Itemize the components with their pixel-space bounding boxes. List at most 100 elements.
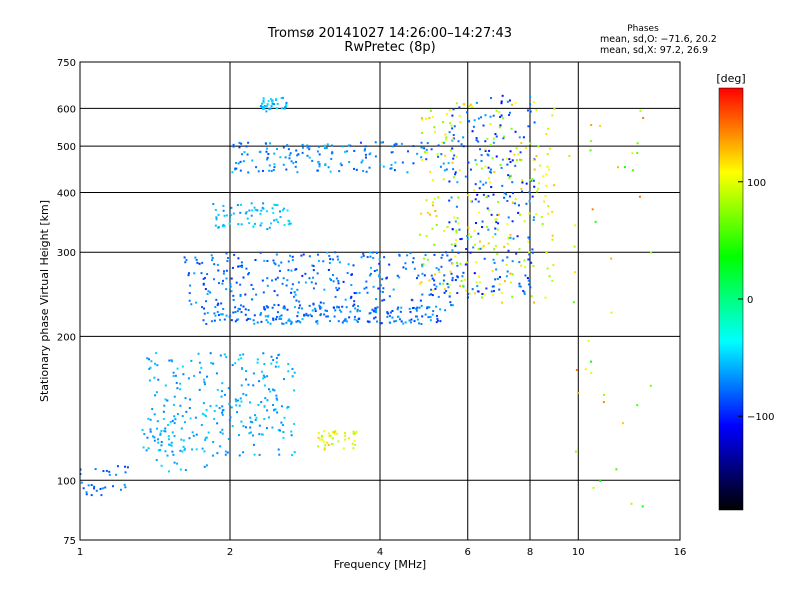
echo-point: [212, 362, 215, 365]
echo-point: [338, 287, 341, 290]
echo-point: [406, 254, 409, 257]
echo-point: [272, 168, 275, 171]
echo-point: [530, 295, 533, 298]
echo-point: [180, 438, 183, 441]
echo-point: [148, 379, 151, 382]
echo-point: [260, 222, 263, 225]
echo-point: [182, 439, 185, 442]
echo-point: [477, 140, 480, 143]
echo-point: [142, 446, 145, 449]
echo-point: [535, 213, 538, 216]
echo-point: [85, 493, 88, 496]
echo-point: [519, 213, 522, 216]
echo-point: [335, 286, 338, 289]
echo-point: [252, 434, 255, 437]
echo-point: [157, 449, 160, 452]
echo-point: [520, 158, 523, 161]
echo-point: [471, 105, 474, 108]
echo-point: [509, 234, 512, 237]
echo-point: [253, 314, 256, 317]
echo-point: [320, 434, 323, 437]
echo-point: [503, 135, 506, 138]
echo-point: [420, 118, 423, 121]
echo-point: [353, 303, 356, 306]
echo-point: [424, 151, 427, 154]
echo-point: [286, 308, 289, 311]
echo-point: [489, 171, 492, 174]
echo-point: [418, 322, 421, 325]
echo-point: [426, 307, 429, 310]
echo-point: [465, 289, 468, 292]
echo-point: [442, 121, 445, 124]
echo-point: [450, 243, 453, 246]
echo-point: [494, 233, 497, 236]
echo-point: [617, 166, 620, 169]
echo-point: [492, 293, 495, 296]
echo-point: [523, 291, 526, 294]
echo-point: [294, 293, 297, 296]
echo-point: [166, 399, 169, 402]
echo-point: [240, 400, 243, 403]
echo-point: [170, 359, 173, 362]
echo-point: [251, 209, 254, 212]
echo-point: [302, 253, 305, 256]
echo-point: [505, 193, 508, 196]
echo-point: [217, 314, 220, 317]
echo-point: [184, 447, 187, 450]
echo-point: [408, 319, 411, 322]
echo-point: [425, 199, 428, 202]
echo-point: [205, 464, 208, 467]
echo-point: [149, 430, 152, 433]
echo-point: [234, 311, 237, 314]
echo-point: [528, 200, 531, 203]
echo-point: [573, 245, 576, 248]
echo-point: [149, 418, 152, 421]
echo-point: [336, 432, 339, 435]
echo-point: [401, 161, 404, 164]
echo-point: [509, 236, 512, 239]
echo-point: [191, 448, 194, 451]
echo-point: [216, 310, 219, 313]
echo-point: [237, 257, 240, 260]
echo-point: [378, 258, 381, 261]
echo-point: [463, 278, 466, 281]
echo-point: [530, 179, 533, 182]
echo-point: [525, 182, 528, 185]
echo-point: [187, 274, 190, 277]
echo-point: [285, 284, 288, 287]
echo-point: [296, 311, 299, 314]
echo-point: [325, 315, 328, 318]
echo-point: [244, 308, 247, 311]
echo-point: [415, 315, 418, 318]
echo-point: [492, 137, 495, 140]
echo-point: [283, 307, 286, 310]
echo-point: [268, 164, 271, 167]
echo-point: [287, 260, 290, 263]
echo-point: [590, 372, 593, 375]
echo-point: [251, 298, 254, 301]
echo-point: [143, 432, 146, 435]
echo-point: [493, 248, 496, 251]
echo-point: [441, 141, 444, 144]
echo-point: [272, 259, 275, 262]
echo-point: [188, 299, 191, 302]
echo-point: [317, 259, 320, 262]
echo-point: [398, 276, 401, 279]
echo-point: [242, 276, 245, 279]
echo-point: [477, 117, 480, 120]
echo-point: [196, 261, 199, 264]
echo-point: [268, 108, 271, 111]
echo-point: [249, 426, 252, 429]
echo-point: [418, 233, 421, 236]
echo-point: [528, 191, 531, 194]
echo-point: [164, 384, 167, 387]
echo-point: [524, 266, 527, 269]
echo-point: [498, 283, 501, 286]
echo-point: [242, 425, 245, 428]
echo-point: [442, 178, 445, 181]
echo-point: [412, 145, 415, 148]
echo-point: [445, 113, 448, 116]
echo-point: [353, 318, 356, 321]
echo-point: [203, 276, 206, 279]
echo-point: [466, 194, 469, 197]
